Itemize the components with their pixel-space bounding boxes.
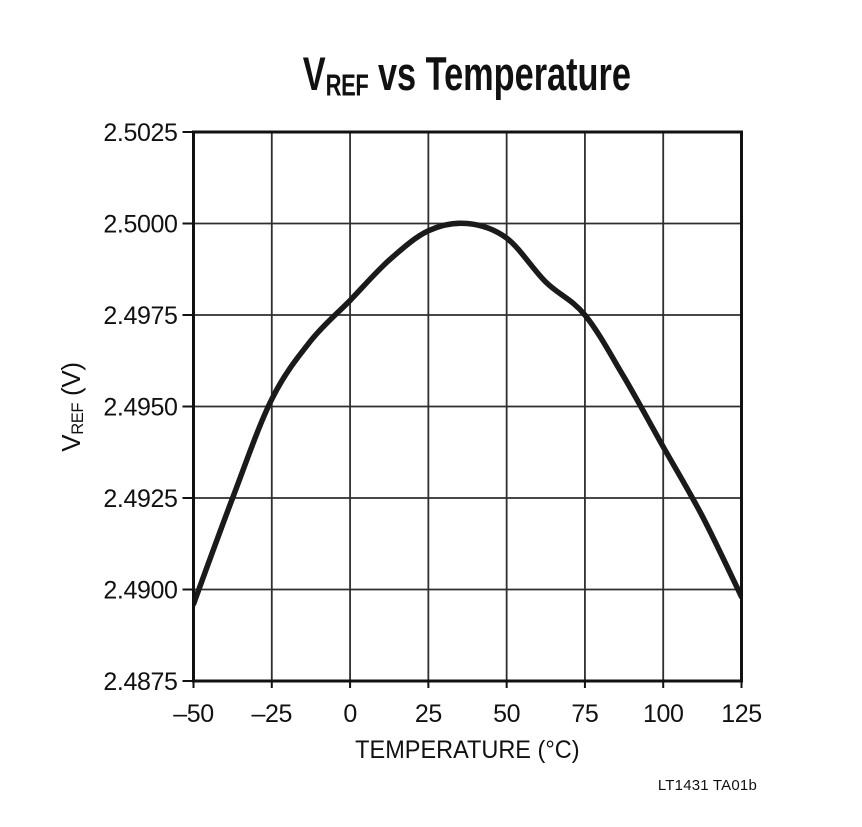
- x-axis-title: TEMPERATURE (°C): [193, 738, 741, 763]
- x-tick-label: 50: [493, 700, 520, 728]
- title-rest: vs Temperature: [368, 47, 632, 100]
- y-tick-label: 2.4900: [103, 577, 177, 605]
- y-tick-label: 2.4950: [103, 394, 177, 422]
- y-tick-label: 2.5000: [103, 211, 177, 239]
- y-tick-label: 2.4875: [103, 668, 177, 696]
- tick-label-layer: –50 –25 0 25 50 75 100 125 2.5025 2.5000 2.4975 2.4…: [103, 119, 762, 728]
- title-vref-subscript: REF: [325, 69, 369, 103]
- grid-layer: [192, 131, 743, 682]
- y-title-vref-subscript: REF: [67, 402, 87, 435]
- x-axis-title-text: TEMPERATURE (°C): [354, 736, 580, 764]
- y-tick-label: 2.5025: [103, 119, 177, 147]
- x-tick-label: 100: [643, 700, 684, 728]
- plot-border: [192, 130, 743, 683]
- y-tick-label: 2.4925: [103, 485, 177, 513]
- x-tick-label: –25: [252, 700, 293, 728]
- y-title-vref: V: [56, 434, 87, 452]
- curve-layer: [193, 220, 742, 607]
- chart-title: VREF vs Temperature: [193, 50, 741, 101]
- frame-layer: [182, 130, 743, 688]
- y-axis-title: VREF (V): [56, 362, 88, 451]
- x-tick-label: 75: [571, 700, 598, 728]
- x-tick-label: –50: [173, 700, 214, 728]
- x-tick-label: 0: [343, 700, 357, 728]
- y-tick-label: 2.4975: [103, 302, 177, 330]
- figure-credit: LT1431 TA01b: [657, 777, 757, 794]
- vref-curve: [193, 220, 742, 607]
- title-vref: V: [302, 47, 326, 100]
- x-tick-label: 25: [415, 700, 442, 728]
- y-title-unit: (V): [56, 362, 87, 403]
- x-tick-label: 125: [721, 700, 762, 728]
